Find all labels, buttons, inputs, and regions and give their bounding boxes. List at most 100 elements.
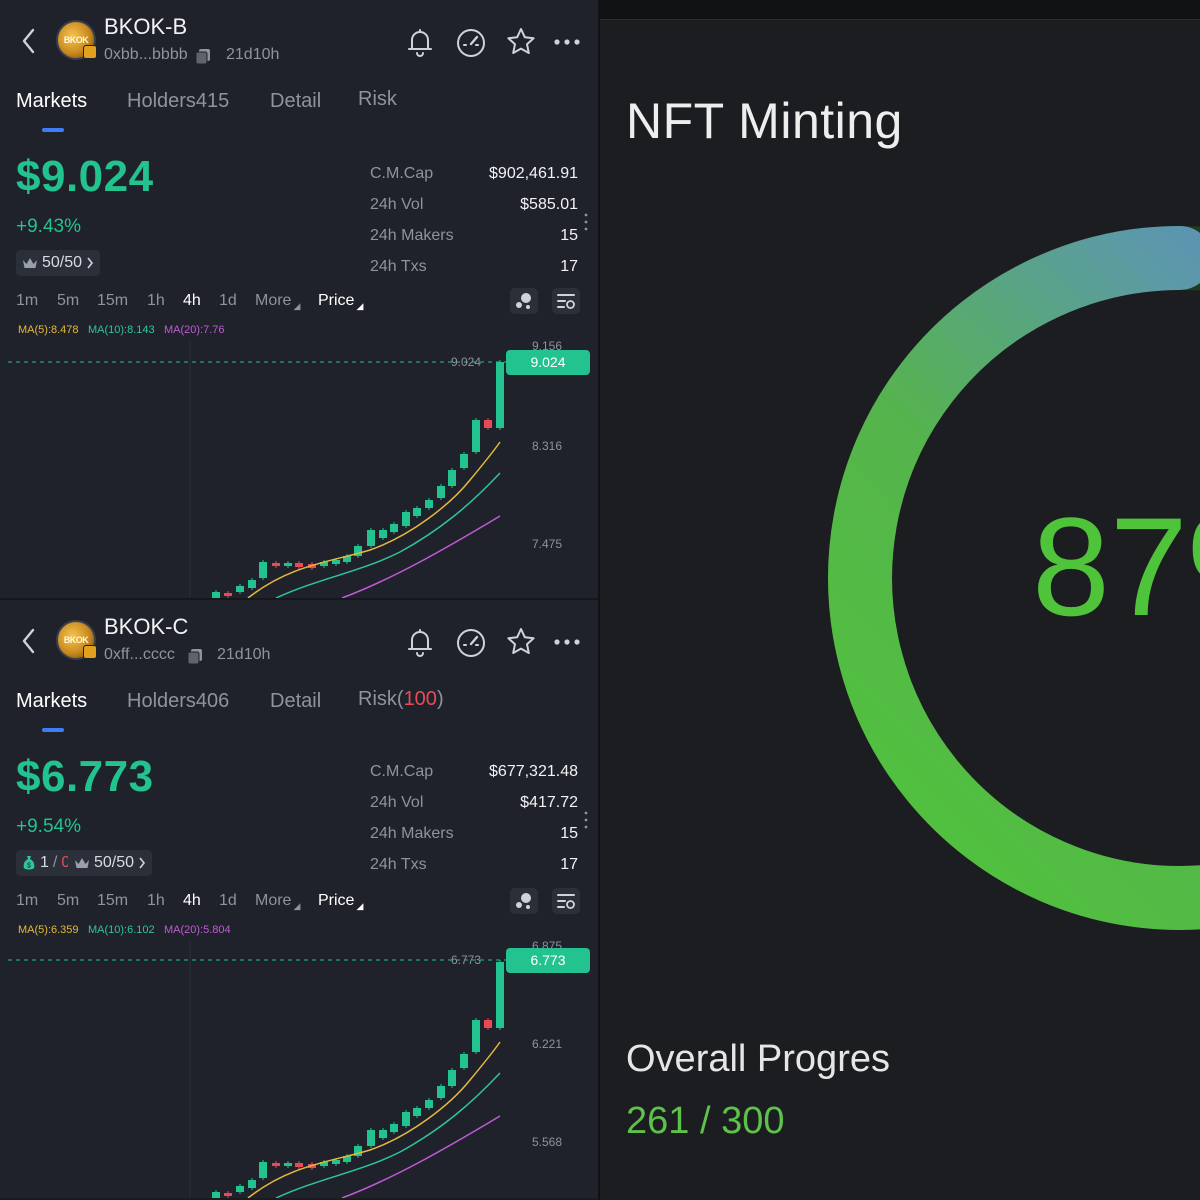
candle-up [332, 1160, 340, 1164]
ma20-line [341, 515, 501, 598]
candle-up [437, 1086, 445, 1098]
interval-15m[interactable]: 15m [97, 892, 129, 909]
back-icon[interactable] [16, 24, 42, 58]
price-mode-dropdown[interactable]: Price ◢ [318, 892, 363, 912]
current-price: $9.024 [16, 152, 154, 201]
more-icon[interactable] [547, 22, 587, 62]
candle-up [354, 1146, 362, 1156]
interval-1h[interactable]: 1h [147, 892, 165, 909]
ma20-line [341, 1115, 501, 1198]
axis-label-low: 5.568 [532, 1135, 562, 1149]
more-label: More [255, 892, 292, 909]
candle-up [284, 563, 292, 566]
holders-chip[interactable]: 50/50 [16, 250, 101, 276]
stat-label: C.M.Cap [370, 165, 434, 182]
interval-1h[interactable]: 1h [147, 292, 165, 309]
nft-title: NFT Minting [626, 93, 903, 149]
interval-15m[interactable]: 15m [97, 292, 129, 309]
chart-style-icon[interactable] [510, 888, 538, 914]
candlestick-chart[interactable]: 6.875 6.773 6.221 5.568 [0, 940, 598, 1198]
ma5-label: MA(5):6.359 [18, 924, 79, 936]
candle-up [320, 1162, 328, 1166]
stat-value: 17 [560, 258, 578, 275]
stat-label: 24h Txs [370, 856, 427, 873]
dev-holding-chip[interactable]: $ 1/0 [16, 850, 77, 876]
ma10-label: MA(10):8.143 [88, 324, 155, 336]
tab-markets[interactable]: Markets [16, 90, 88, 112]
price-change: +9.54% [16, 816, 81, 837]
axis-label-mid: 6.221 [532, 1037, 562, 1051]
copy-icon[interactable] [194, 47, 212, 65]
interval-1d[interactable]: 1d [219, 892, 237, 909]
candlestick-chart[interactable]: 9.156 9.024 8.316 7.475 [0, 340, 598, 598]
gauge-icon[interactable] [451, 622, 491, 662]
interval-1m[interactable]: 1m [16, 892, 39, 909]
candle-up [448, 1070, 456, 1086]
axis-label-top: 9.156 [532, 340, 562, 353]
tab-risk-label: Risk [358, 688, 397, 710]
candles [212, 960, 504, 1198]
avatar-text: BKOK [63, 635, 89, 645]
caret-icon: ◢ [356, 301, 364, 311]
token-age: 21d10h [226, 46, 280, 63]
interval-4h[interactable]: 4h [183, 292, 201, 309]
tab-detail[interactable]: Detail [270, 90, 322, 112]
pane-divider [598, 0, 600, 1200]
candle-up [236, 1186, 244, 1192]
bell-icon[interactable] [400, 22, 440, 62]
risk-close-paren: ) [436, 688, 444, 710]
interval-4h[interactable]: 4h [183, 892, 201, 909]
crown-icon [75, 858, 89, 868]
interval-5m[interactable]: 5m [57, 292, 80, 309]
star-icon[interactable] [501, 22, 541, 62]
last-price-tag: 6.773 [506, 948, 590, 973]
stat-value: 17 [560, 856, 578, 873]
tab-detail[interactable]: Detail [270, 690, 322, 712]
tab-markets[interactable]: Markets [16, 690, 88, 712]
price-mode-dropdown[interactable]: Price ◢ [318, 292, 363, 312]
axis-label-mid: 8.316 [532, 439, 562, 453]
bell-icon[interactable] [400, 622, 440, 662]
candle-down [484, 420, 492, 428]
tab-holders[interactable]: Holders415 [127, 90, 230, 112]
stat-label: 24h Txs [370, 258, 427, 275]
copy-icon[interactable] [186, 647, 204, 665]
chart-settings-icon[interactable] [552, 288, 580, 314]
interval-1m[interactable]: 1m [16, 292, 39, 309]
more-icon[interactable] [547, 622, 587, 662]
back-icon[interactable] [16, 624, 42, 658]
bag-sellers-value: 0 [61, 854, 71, 871]
more-intervals-dropdown[interactable]: More ◢ [255, 292, 300, 312]
candle-up [248, 580, 256, 588]
holders-chip[interactable]: 50/50 [68, 850, 153, 876]
candle-up [236, 586, 244, 592]
more-intervals-dropdown[interactable]: More ◢ [255, 892, 300, 912]
stat-label: 24h Makers [370, 825, 454, 842]
tab-risk[interactable]: Risk [358, 88, 397, 111]
candle-up [284, 1163, 292, 1166]
star-icon[interactable] [501, 622, 541, 662]
chart-style-icon[interactable] [510, 288, 538, 314]
stat-label: C.M.Cap [370, 763, 434, 780]
price-label: Price [318, 292, 355, 309]
crown-value: 50/50 [42, 254, 83, 271]
candle-up [402, 1112, 410, 1126]
gauge-icon[interactable] [451, 22, 491, 62]
candle-up [472, 1020, 480, 1052]
chart-settings-icon[interactable] [552, 888, 580, 914]
candle-down [295, 1163, 303, 1167]
progress-ring [828, 226, 1200, 930]
stats-more-icon[interactable] [583, 810, 589, 830]
avatar-text: BKOK [63, 35, 89, 45]
stats-more-icon[interactable] [583, 212, 589, 232]
token-panel-bkok-b: BKOK BKOK-B 0xbb...bbbb 21d10h Markets H… [0, 0, 598, 598]
token-address: 0xff...cccc [104, 646, 175, 663]
token-name: BKOK-C [104, 614, 189, 639]
ma5-line [247, 441, 501, 598]
stat-value: $417.72 [520, 794, 578, 811]
interval-5m[interactable]: 5m [57, 892, 80, 909]
stat-value: $677,321.48 [489, 763, 578, 780]
tab-risk[interactable]: Risk(100) [358, 688, 444, 711]
tab-holders[interactable]: Holders406 [127, 690, 230, 712]
interval-1d[interactable]: 1d [219, 292, 237, 309]
